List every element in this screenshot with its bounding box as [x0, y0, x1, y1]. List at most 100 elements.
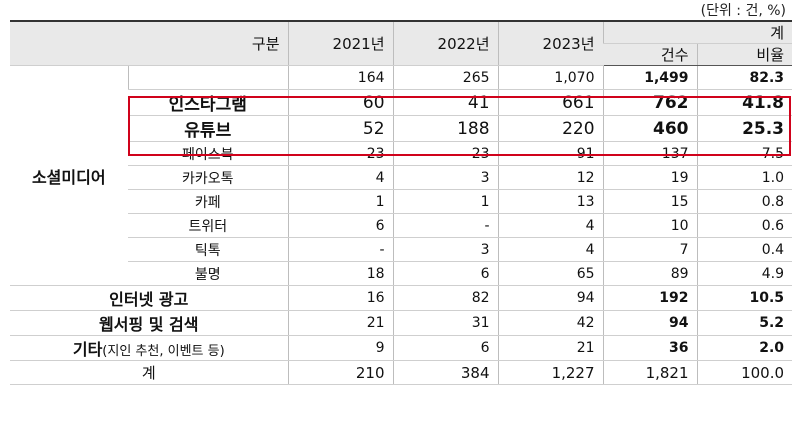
- row-label: 카페: [128, 189, 289, 214]
- header-2022: 2022년: [392, 20, 499, 66]
- cell-2021: -: [287, 237, 394, 262]
- cell-2021: 6: [287, 213, 394, 238]
- cell-count: 137: [602, 141, 698, 166]
- cell-2021: 23: [287, 141, 394, 166]
- cell-ratio: 4.9: [696, 261, 793, 286]
- cell-ratio: 0.6: [696, 213, 793, 238]
- row-label: 기타(지인 추천, 이벤트 등): [10, 335, 289, 361]
- cell-2021: 9: [287, 335, 394, 361]
- cell-ratio: 10.5: [696, 285, 793, 311]
- cell-2022: 3: [392, 237, 499, 262]
- cell-2021: 4: [287, 165, 394, 190]
- header-subrow: 건수 비율: [10, 43, 793, 66]
- social-subtotal-row: 소셜미디어 164 265 1,070 1,499 82.3: [10, 65, 793, 286]
- row-label: 웹서핑 및 검색: [10, 310, 289, 336]
- cell-count: 36: [602, 335, 698, 361]
- table-row: 인터넷 광고 16 82 94 192 10.5: [10, 285, 793, 311]
- cell-ratio: 82.3: [696, 65, 793, 90]
- cell-2022: 3: [392, 165, 499, 190]
- row-label: 불명: [128, 261, 289, 286]
- table-row: 트위터 6 - 4 10 0.6: [10, 213, 793, 238]
- cell-ratio: 1.0: [696, 165, 793, 190]
- cell-2022: 188: [392, 115, 499, 142]
- cell-count: 10: [602, 213, 698, 238]
- table-row: 유튜브 52 188 220 460 25.3: [10, 115, 793, 142]
- header-count: 건수: [603, 43, 698, 66]
- social-media-label: 소셜미디어: [10, 65, 128, 286]
- cell-2023: 65: [497, 261, 604, 286]
- cell-ratio: 41.8: [696, 89, 793, 116]
- row-label: 카카오톡: [128, 165, 289, 190]
- cell-2023: 21: [497, 335, 604, 361]
- table-row: 기타(지인 추천, 이벤트 등) 9 6 21 36 2.0: [10, 335, 793, 361]
- cell-2023: 1,070: [497, 65, 604, 90]
- statistics-table: 구분 2021년 2022년 2023년 계 건수 비율 소셜미디어 164 2…: [10, 20, 793, 385]
- cell-ratio: 0.8: [696, 189, 793, 214]
- cell-2021: 210: [287, 360, 394, 385]
- cell-2021: 1: [287, 189, 394, 214]
- cell-2022: 265: [392, 65, 499, 90]
- cell-count: 460: [602, 115, 698, 142]
- cell-2021: 60: [287, 89, 394, 116]
- header-2023: 2023년: [497, 20, 604, 66]
- cell-2022: 1: [392, 189, 499, 214]
- row-label: 페이스북: [128, 141, 289, 166]
- etc-note: (지인 추천, 이벤트 등): [102, 344, 225, 359]
- cell-count: 15: [602, 189, 698, 214]
- cell-count: 1,499: [602, 65, 698, 90]
- cell-2023: 13: [497, 189, 604, 214]
- row-label: 인스타그램: [128, 89, 289, 116]
- cell-2021: 52: [287, 115, 394, 142]
- table-row: 웹서핑 및 검색 21 31 42 94 5.2: [10, 310, 793, 336]
- row-label: 유튜브: [128, 115, 289, 142]
- cell-2023: 4: [497, 237, 604, 262]
- cell-2023: 1,227: [497, 360, 604, 385]
- table-row: 불명 18 6 65 89 4.9: [10, 261, 793, 286]
- unit-note: (단위 : 건, %): [700, 3, 786, 19]
- cell-2022: 6: [392, 335, 499, 361]
- cell-2022: -: [392, 213, 499, 238]
- header-row: 구분 2021년 2022년 2023년 계: [10, 20, 793, 66]
- cell-2021: 164: [287, 65, 394, 90]
- cell-ratio: 100.0: [696, 360, 793, 385]
- cell-ratio: 0.4: [696, 237, 793, 262]
- table-row: 페이스북 23 23 91 137 7.5: [10, 141, 793, 166]
- cell-2022: 384: [392, 360, 499, 385]
- row-label: 틱톡: [128, 237, 289, 262]
- cell-2023: 12: [497, 165, 604, 190]
- cell-count: 7: [602, 237, 698, 262]
- social-subtotal-name: [127, 65, 289, 90]
- etc-name: 기타: [72, 340, 103, 359]
- cell-ratio: 25.3: [696, 115, 793, 142]
- cell-2021: 21: [287, 310, 394, 336]
- cell-2022: 31: [392, 310, 499, 336]
- cell-count: 762: [602, 89, 698, 116]
- cell-count: 19: [602, 165, 698, 190]
- header-category: 구분: [10, 20, 289, 66]
- cell-2022: 6: [392, 261, 499, 286]
- table-row: 카카오톡 4 3 12 19 1.0: [10, 165, 793, 190]
- cell-2022: 82: [392, 285, 499, 311]
- cell-2021: 18: [287, 261, 394, 286]
- row-label: 인터넷 광고: [10, 285, 289, 311]
- table-row: 카페 1 1 13 15 0.8: [10, 189, 793, 214]
- cell-2023: 4: [497, 213, 604, 238]
- cell-2023: 91: [497, 141, 604, 166]
- cell-count: 192: [602, 285, 698, 311]
- header-ratio: 비율: [696, 43, 793, 66]
- cell-2023: 220: [497, 115, 604, 142]
- table-row: 틱톡 - 3 4 7 0.4: [10, 237, 793, 262]
- cell-count: 1,821: [602, 360, 698, 385]
- cell-count: 94: [602, 310, 698, 336]
- cell-ratio: 7.5: [696, 141, 793, 166]
- cell-2023: 94: [497, 285, 604, 311]
- header-2021: 2021년: [287, 20, 394, 66]
- cell-ratio: 5.2: [696, 310, 793, 336]
- cell-ratio: 2.0: [696, 335, 793, 361]
- cell-2022: 41: [392, 89, 499, 116]
- total-label: 계: [10, 360, 289, 385]
- header-total-group: 계: [602, 20, 793, 44]
- cell-2022: 23: [392, 141, 499, 166]
- cell-2023: 42: [497, 310, 604, 336]
- cell-2021: 16: [287, 285, 394, 311]
